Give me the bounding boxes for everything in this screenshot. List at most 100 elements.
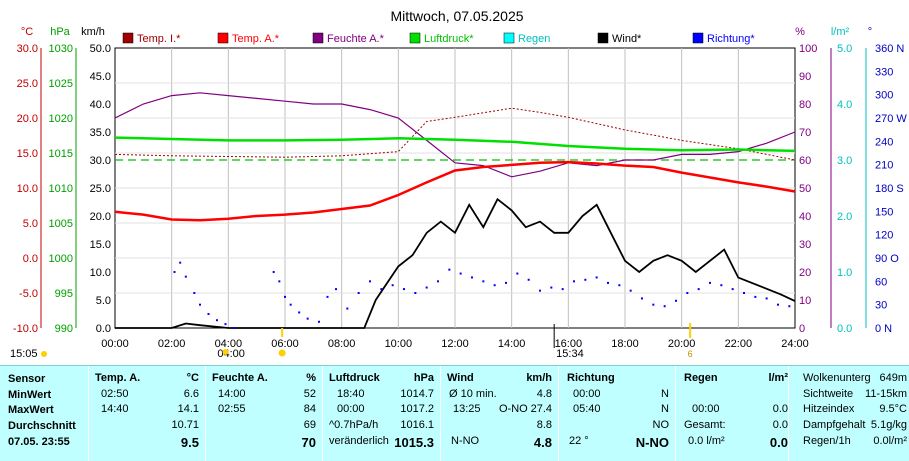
pressure-line (114, 136, 796, 153)
direction-point (777, 303, 779, 306)
press-avg-value: 1016.1 (400, 419, 434, 431)
summary-sensor-col: Sensor MinWert MaxWert Durchschnitt 07.0… (0, 366, 88, 461)
chart-series (114, 92, 796, 329)
axis-unit-label: ° (868, 26, 872, 38)
direction-point (357, 292, 360, 294)
direction-point (173, 271, 176, 273)
direction-point (233, 327, 235, 329)
direction-point (298, 311, 301, 314)
temp-unit: °C (186, 372, 199, 384)
direction-point (754, 295, 757, 298)
hum-max-value: 84 (303, 403, 316, 415)
direction-point (743, 292, 745, 294)
direction-point (306, 317, 309, 320)
direction-tick-label: 240 (875, 136, 893, 148)
rain-tick-label: 4.0 (837, 99, 852, 111)
left-time-label: 15:05 (10, 348, 38, 360)
press-forecast: veränderlich (329, 435, 389, 447)
axis-unit-label: l/m² (831, 26, 850, 38)
wind-tick-label: 20.0 (90, 211, 111, 223)
pressure-tick-label: 1030 (49, 43, 73, 55)
legend-swatch (409, 32, 421, 44)
pressure-tick-label: 1015 (49, 148, 73, 160)
rain-tick-label: 5.0 (837, 43, 852, 55)
x-tick-label: 18:00 (611, 338, 639, 350)
x-tick-label: 24:00 (781, 338, 809, 350)
axis-units: °C hPa km/h% l/m² ° (21, 26, 872, 38)
wind-now-dir: N-NO (451, 435, 480, 447)
direction-point (380, 288, 383, 291)
axis-unit-label: hPa (50, 26, 70, 38)
direction-point (184, 275, 187, 278)
legend-swatch (692, 32, 704, 44)
legend-label: Richtung* (707, 33, 755, 45)
direction-tick-label: 90 O (875, 253, 899, 265)
direction-point (595, 276, 598, 279)
rain-total-label: Gesamt: (684, 419, 726, 431)
weather-chart: Mittwoch, 07.05.2025 Temp. I.* Temp. A.* F… (10, 8, 907, 360)
sun-icon (278, 349, 286, 357)
summary-hum-col: Feuchte A. % 14:00 52 02:55 84 69 70 (206, 366, 322, 461)
direction-point (326, 295, 329, 298)
temp-max-value: 14.1 (177, 403, 199, 415)
extra-label-0: Wolkenunterg (803, 372, 871, 384)
wind-tick-label: 35.0 (90, 127, 111, 139)
humidity-tick-label: 10 (799, 295, 811, 307)
direction-point (584, 278, 587, 281)
left-axes: 30.0 25.0 20.0 15.0 10.0 5.0 0.0 -5.0 -10.0 1030 1… (13, 43, 111, 335)
direction-tick-label: 150 (875, 206, 893, 218)
direction-point (493, 284, 496, 287)
axis-unit-label: % (795, 26, 805, 38)
direction-point (652, 303, 655, 306)
sensor-now-label: 07.05. 23:55 (8, 436, 70, 448)
sunrise-marker (222, 349, 229, 355)
humidity-line (114, 92, 796, 178)
x-tick-label: 04:00 (215, 338, 243, 350)
direction-point (199, 303, 201, 306)
dir-avg-value: NO (652, 419, 670, 431)
temp-tick-label: 20.0 (17, 113, 38, 125)
temp-tick-label: 10.0 (17, 183, 38, 195)
direction-point (318, 320, 320, 323)
rain-tick-label: 3.0 (837, 155, 852, 167)
wind-tick-label: 30.0 (90, 155, 111, 167)
temp-now-value: 9.5 (180, 435, 199, 450)
wind-avg-label: Ø 10 min. (449, 388, 497, 400)
humidity-tick-label: 20 (799, 267, 811, 279)
humidity-tick-label: 90 (799, 71, 811, 83)
direction-point (414, 292, 417, 294)
direction-tick-label: 0 N (875, 323, 892, 335)
summary-press-col: Luftdruck hPa 18:40 1014.7 00:00 1017.2 … (323, 366, 440, 461)
wind-tick-label: 5.0 (96, 295, 111, 307)
plot-grid (115, 48, 795, 328)
x-tick-label: 16:00 (555, 338, 583, 350)
direction-point (573, 280, 575, 283)
summary-rain-col: Regen l/m² 00:00 0.0 Gesamt: 0.0 0.0 l/m… (676, 366, 788, 461)
sensor-min-label: MinWert (8, 389, 52, 401)
temp-outdoor-line (114, 160, 796, 222)
direction-point (697, 288, 700, 291)
dir-header: Richtung (567, 372, 615, 384)
summary-dir-col: Richtung 00:00 N 05:40 N NO 22 ° N-NO (559, 366, 675, 461)
press-max-time: 00:00 (337, 403, 365, 415)
press-max-value: 1017.2 (400, 403, 434, 415)
rain-tick-label: 0.0 (837, 323, 852, 335)
extra-label-2: Hitzeindex (803, 403, 855, 415)
rain-total-value: 0.0 (772, 419, 788, 431)
direction-point (709, 281, 711, 284)
direction-point (335, 288, 337, 291)
legend-label: Luftdruck* (424, 33, 474, 45)
rain-max-value: 0.0 (772, 403, 788, 415)
press-min-time: 18:40 (337, 388, 365, 400)
summary-extra-col: Wolkenunterg 649m Sichtweite 11-15km Hit… (789, 366, 909, 461)
rain-now-label: 0.0 l/m² (688, 435, 725, 447)
rain-marker-label: 6 (688, 349, 693, 359)
x-tick-label: 14:00 (498, 338, 526, 350)
wind-max-value: 27.4 (530, 403, 552, 415)
direction-point (459, 272, 462, 275)
direction-point (516, 272, 519, 275)
wind-max-time: 13:25 (453, 403, 481, 415)
extra-label-1: Sichtweite (803, 388, 854, 400)
direction-point (284, 295, 286, 298)
legend-swatch (503, 32, 515, 44)
